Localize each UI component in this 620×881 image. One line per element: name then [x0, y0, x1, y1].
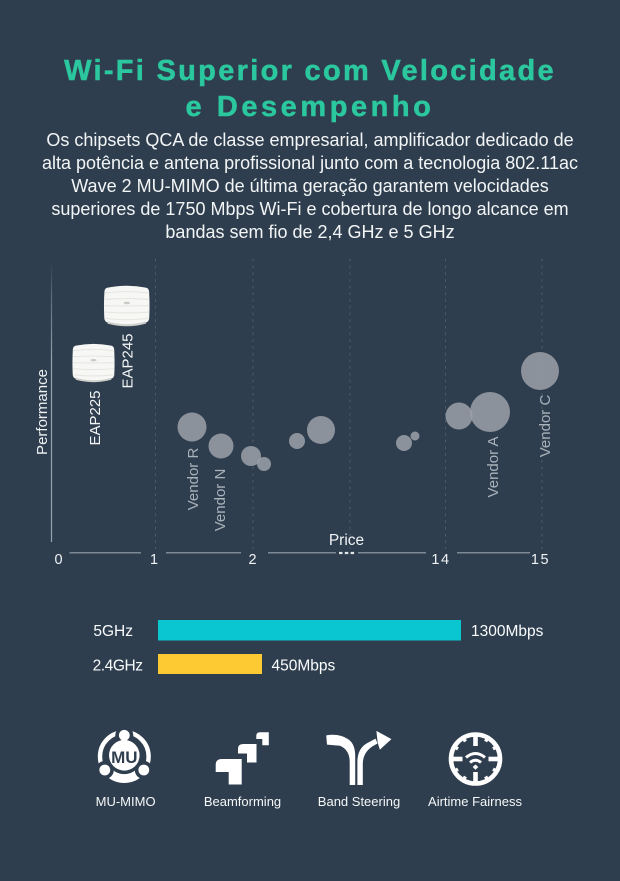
svg-text:1: 1 [150, 552, 158, 568]
svg-text:Vendor R: Vendor R [185, 448, 202, 511]
svg-text:MU: MU [111, 748, 137, 767]
svg-text:Price: Price [329, 532, 364, 549]
svg-text:EAP245: EAP245 [120, 333, 137, 388]
svg-text:5GHz: 5GHz [93, 623, 133, 640]
svg-text:15: 15 [531, 552, 550, 568]
svg-text:EAP225: EAP225 [87, 390, 104, 445]
svg-text:14: 14 [431, 552, 450, 568]
svg-text:Beamforming: Beamforming [204, 794, 281, 809]
svg-text:Vendor C: Vendor C [537, 395, 554, 458]
svg-text:2: 2 [248, 552, 256, 568]
svg-text:Band Steering: Band Steering [318, 794, 400, 809]
svg-text:Vendor N: Vendor N [212, 469, 229, 532]
svg-text:450Mbps: 450Mbps [272, 658, 336, 675]
svg-text:Airtime Fairness: Airtime Fairness [428, 794, 522, 809]
svg-text:Performance: Performance [34, 369, 51, 455]
svg-text:1300Mbps: 1300Mbps [471, 623, 544, 640]
svg-text:Vendor A: Vendor A [485, 437, 502, 498]
svg-text:0: 0 [55, 552, 63, 568]
svg-text:MU-MIMO: MU-MIMO [96, 794, 156, 809]
svg-text:2.4GHz: 2.4GHz [93, 658, 143, 675]
